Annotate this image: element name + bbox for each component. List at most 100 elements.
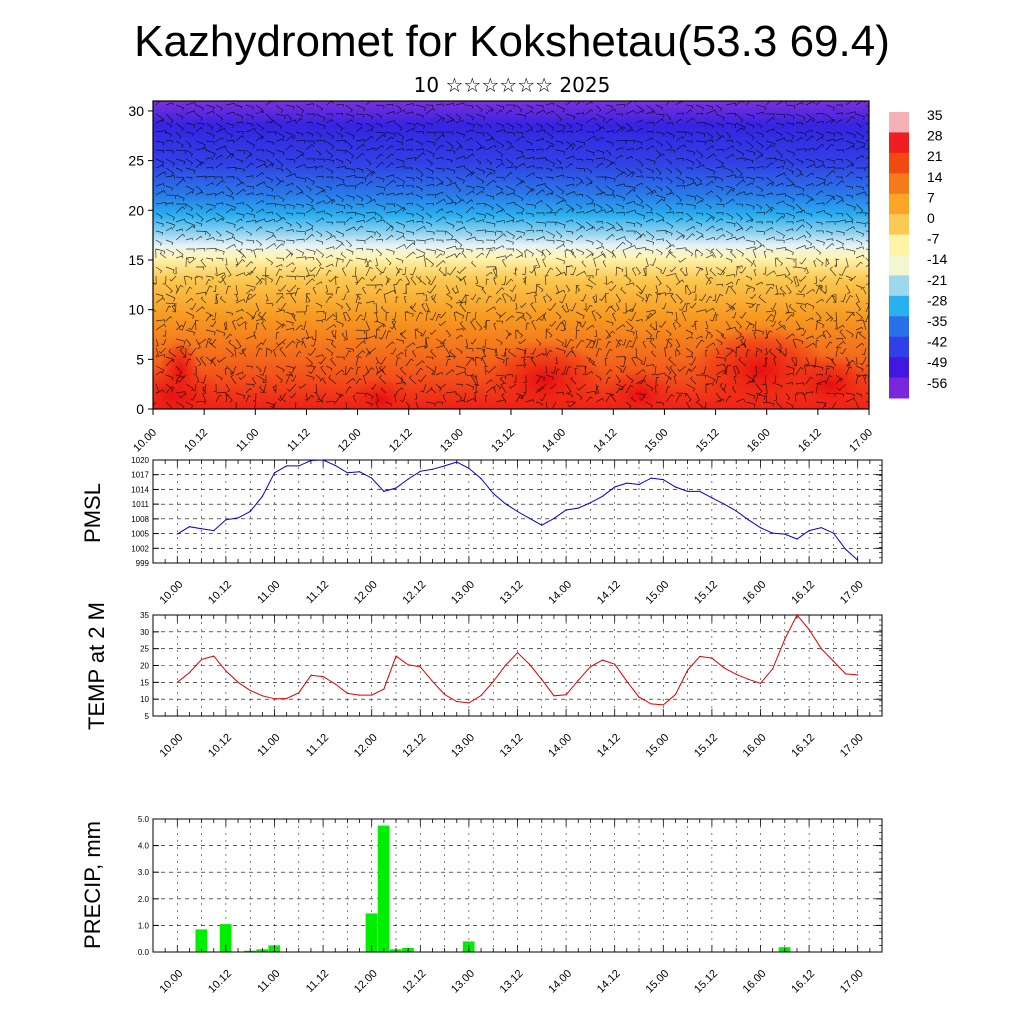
temp-point — [504, 664, 506, 667]
x-tick-label: 13.12 — [498, 579, 526, 607]
field-x-tick-label: 17.00 — [847, 427, 875, 455]
x-tick-label: 14.00 — [546, 732, 574, 760]
colorbar-label: 21 — [927, 148, 943, 164]
pmsl-point — [286, 465, 288, 467]
temp-point — [358, 694, 361, 696]
pmsl-point — [456, 461, 458, 463]
temp-point — [772, 668, 774, 670]
field-x-tick-label: 12.12 — [387, 427, 415, 455]
colorbar-label: -14 — [927, 251, 947, 267]
temp-point — [273, 698, 276, 700]
colorbar-swatch — [889, 295, 909, 317]
temp-point — [699, 655, 701, 658]
temp-point — [201, 658, 203, 661]
y-tick-label: 0.0 — [138, 948, 150, 957]
x-tick-label: 17.00 — [838, 968, 866, 996]
pmsl-point — [237, 517, 239, 519]
field-x-tick-label: 10.00 — [131, 427, 159, 455]
temp-point — [589, 666, 592, 668]
temp-point — [444, 693, 446, 696]
y-tick-label: 15 — [140, 678, 149, 687]
pmsl-point — [346, 472, 348, 474]
pmsl-point — [480, 478, 482, 480]
precip-y-label: PRECIP, mm — [80, 821, 105, 949]
temp-point — [614, 663, 616, 665]
colorbar-label: 35 — [927, 107, 943, 123]
temp-point — [541, 679, 543, 681]
y-tick-label: 1017 — [131, 471, 149, 480]
x-tick-label: 17.00 — [838, 732, 866, 760]
pmsl-point — [468, 467, 470, 469]
pmsl-point — [857, 559, 859, 561]
field-x-tick-label: 12.00 — [336, 427, 364, 455]
y-tick-label: 1011 — [132, 500, 150, 509]
warm-cell — [160, 340, 200, 400]
pmsl-y-label: PMSL — [80, 483, 105, 543]
temp-point — [419, 666, 421, 668]
y-tick-label: 4.0 — [138, 842, 150, 851]
precip-bar — [195, 929, 208, 952]
x-tick-label: 11.12 — [304, 732, 331, 759]
temp-point — [371, 694, 373, 696]
temp-point — [747, 678, 749, 680]
pmsl-point — [565, 509, 567, 511]
temp-point — [565, 694, 567, 696]
chart-title: Kazhydromet for Kokshetau(53.3 69.4) — [134, 17, 890, 66]
x-tick-label: 11.00 — [255, 579, 282, 606]
pmsl-point — [626, 482, 628, 484]
temp-point — [662, 704, 664, 706]
pmsl-point — [261, 495, 263, 497]
y-tick-label: 25 — [140, 645, 149, 654]
pmsl-point — [687, 490, 689, 492]
x-tick-label: 11.00 — [255, 968, 282, 995]
x-tick-label: 13.00 — [449, 579, 477, 607]
temp-point — [213, 655, 215, 657]
pmsl-point — [759, 527, 762, 529]
temp-point — [395, 655, 397, 657]
temp-point — [176, 681, 178, 683]
pmsl-point — [832, 532, 835, 534]
temp-point — [638, 696, 640, 698]
pmsl-point — [808, 530, 810, 532]
colorbar-label: -35 — [927, 313, 947, 329]
temp-point — [601, 659, 604, 661]
x-tick-label: 15.00 — [643, 968, 671, 996]
field-x-tick-label: 14.00 — [540, 427, 568, 455]
temp-point — [492, 681, 494, 683]
temp-point — [298, 692, 300, 694]
field-x-tick-label: 16.12 — [796, 427, 824, 455]
pmsl-point — [711, 497, 713, 499]
precip-bar — [377, 825, 390, 952]
colorbar-swatch — [889, 112, 909, 133]
pmsl-point — [334, 464, 336, 466]
colorbar-swatch — [889, 255, 909, 276]
x-tick-label: 13.12 — [498, 968, 526, 996]
pmsl-point — [504, 503, 506, 505]
temp-point — [237, 681, 239, 683]
field-x-tick-label: 11.12 — [285, 427, 312, 454]
y-tick-label: 20 — [140, 662, 149, 671]
field-x-axis: 10.00 10.12 11.00 11.12 12.00 12.12 13.00 13.12… — [131, 409, 875, 455]
x-tick-label: 12.12 — [400, 732, 428, 760]
y-tick-label: 999 — [136, 559, 150, 568]
colorbar-label: -7 — [927, 231, 940, 247]
temp-point — [225, 670, 227, 672]
temp-panel: TEMP at 2 M 5 10 15 20 25 30 35 10.00 10.12 11.00… — [84, 602, 883, 760]
field-y-tick-label: 15 — [128, 252, 144, 268]
pmsl-point — [662, 479, 664, 481]
x-tick-label: 16.00 — [741, 732, 769, 760]
temp-point — [431, 680, 434, 682]
pmsl-point — [492, 492, 494, 494]
x-tick-label: 16.12 — [789, 579, 817, 607]
field-y-tick-label: 10 — [128, 302, 144, 318]
x-tick-label: 16.00 — [741, 968, 769, 996]
pmsl-point — [796, 538, 798, 540]
temp-point — [844, 673, 847, 675]
temp-point — [857, 674, 859, 676]
x-tick-label: 17.00 — [838, 579, 866, 607]
temp-point — [553, 695, 555, 697]
colorbar-label: -49 — [927, 354, 947, 370]
x-tick-label: 12.00 — [352, 579, 380, 607]
x-tick-label: 16.12 — [789, 968, 817, 996]
